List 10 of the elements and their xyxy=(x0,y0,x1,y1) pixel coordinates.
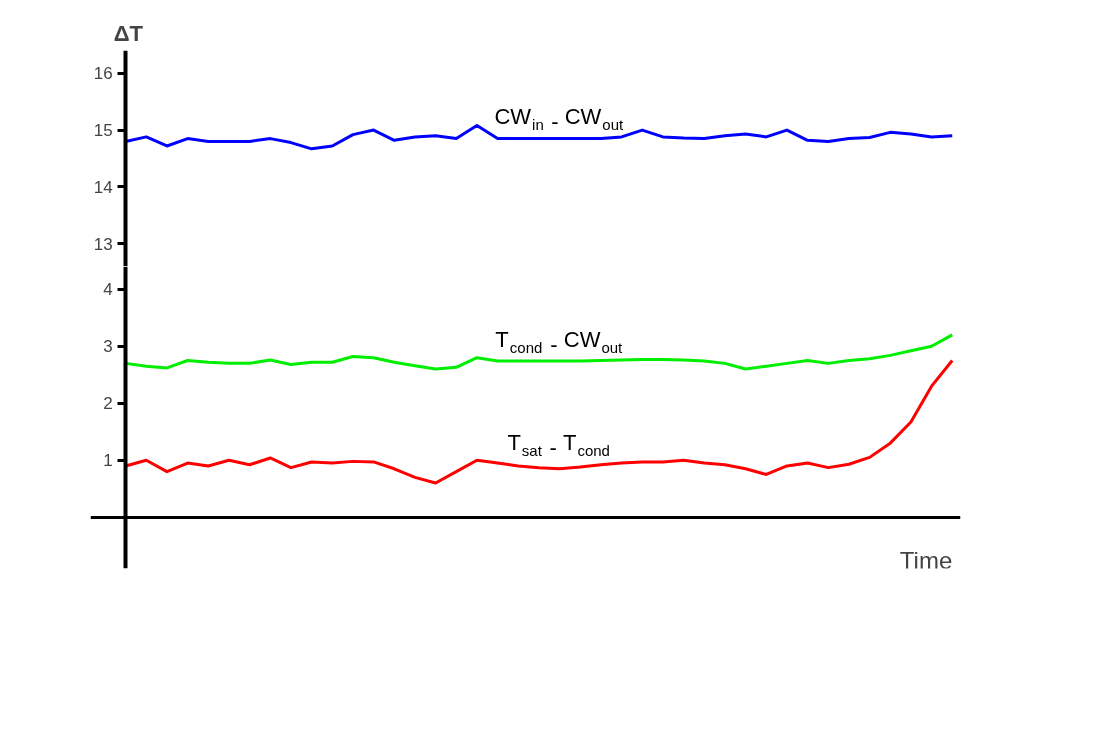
y-tick-label: 4 xyxy=(103,280,113,300)
y-tick-label: 2 xyxy=(103,394,113,414)
x-axis-title: Time xyxy=(899,547,953,575)
y-tick-label: 13 xyxy=(93,234,113,254)
y-tick-label: 3 xyxy=(103,337,113,357)
y-axis-title: ΔT xyxy=(113,20,144,46)
y-tick-label: 15 xyxy=(93,121,113,141)
y-tick-label: 14 xyxy=(93,177,113,197)
y-tick-label: 16 xyxy=(93,64,113,84)
y-tick-label: 1 xyxy=(103,451,113,471)
